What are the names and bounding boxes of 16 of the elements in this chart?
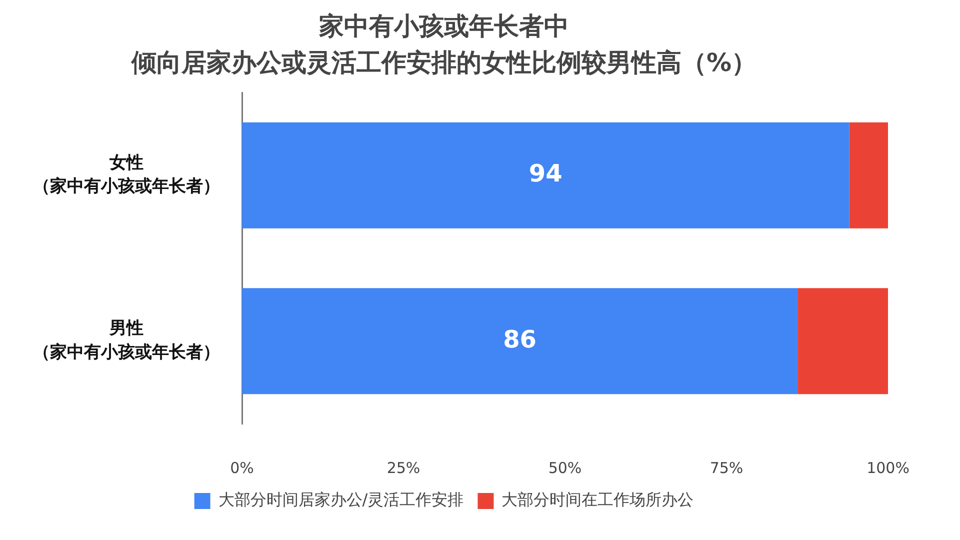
x-tick-label: 100% <box>866 458 910 477</box>
bar <box>242 288 798 394</box>
x-tick-label: 25% <box>386 458 420 477</box>
data-label: 86 <box>503 325 536 354</box>
y-tick-label: 男性（家中有小孩或年长者） <box>33 318 220 362</box>
chart-title: 家中有小孩或年长者中倾向居家办公或灵活工作安排的女性比例较男性高（%） <box>130 12 757 77</box>
legend-label: 大部分时间在工作场所办公 <box>502 490 694 510</box>
bar <box>242 122 850 228</box>
bar <box>798 288 888 394</box>
x-tick-label: 50% <box>548 458 582 477</box>
y-tick-label: 女性（家中有小孩或年长者） <box>33 152 220 197</box>
bar <box>849 122 888 228</box>
legend-label: 大部分时间居家办公/灵活工作安排 <box>218 490 464 510</box>
data-label: 94 <box>528 160 562 188</box>
x-tick-label: 75% <box>710 458 744 477</box>
x-tick-label: 0% <box>230 458 254 477</box>
